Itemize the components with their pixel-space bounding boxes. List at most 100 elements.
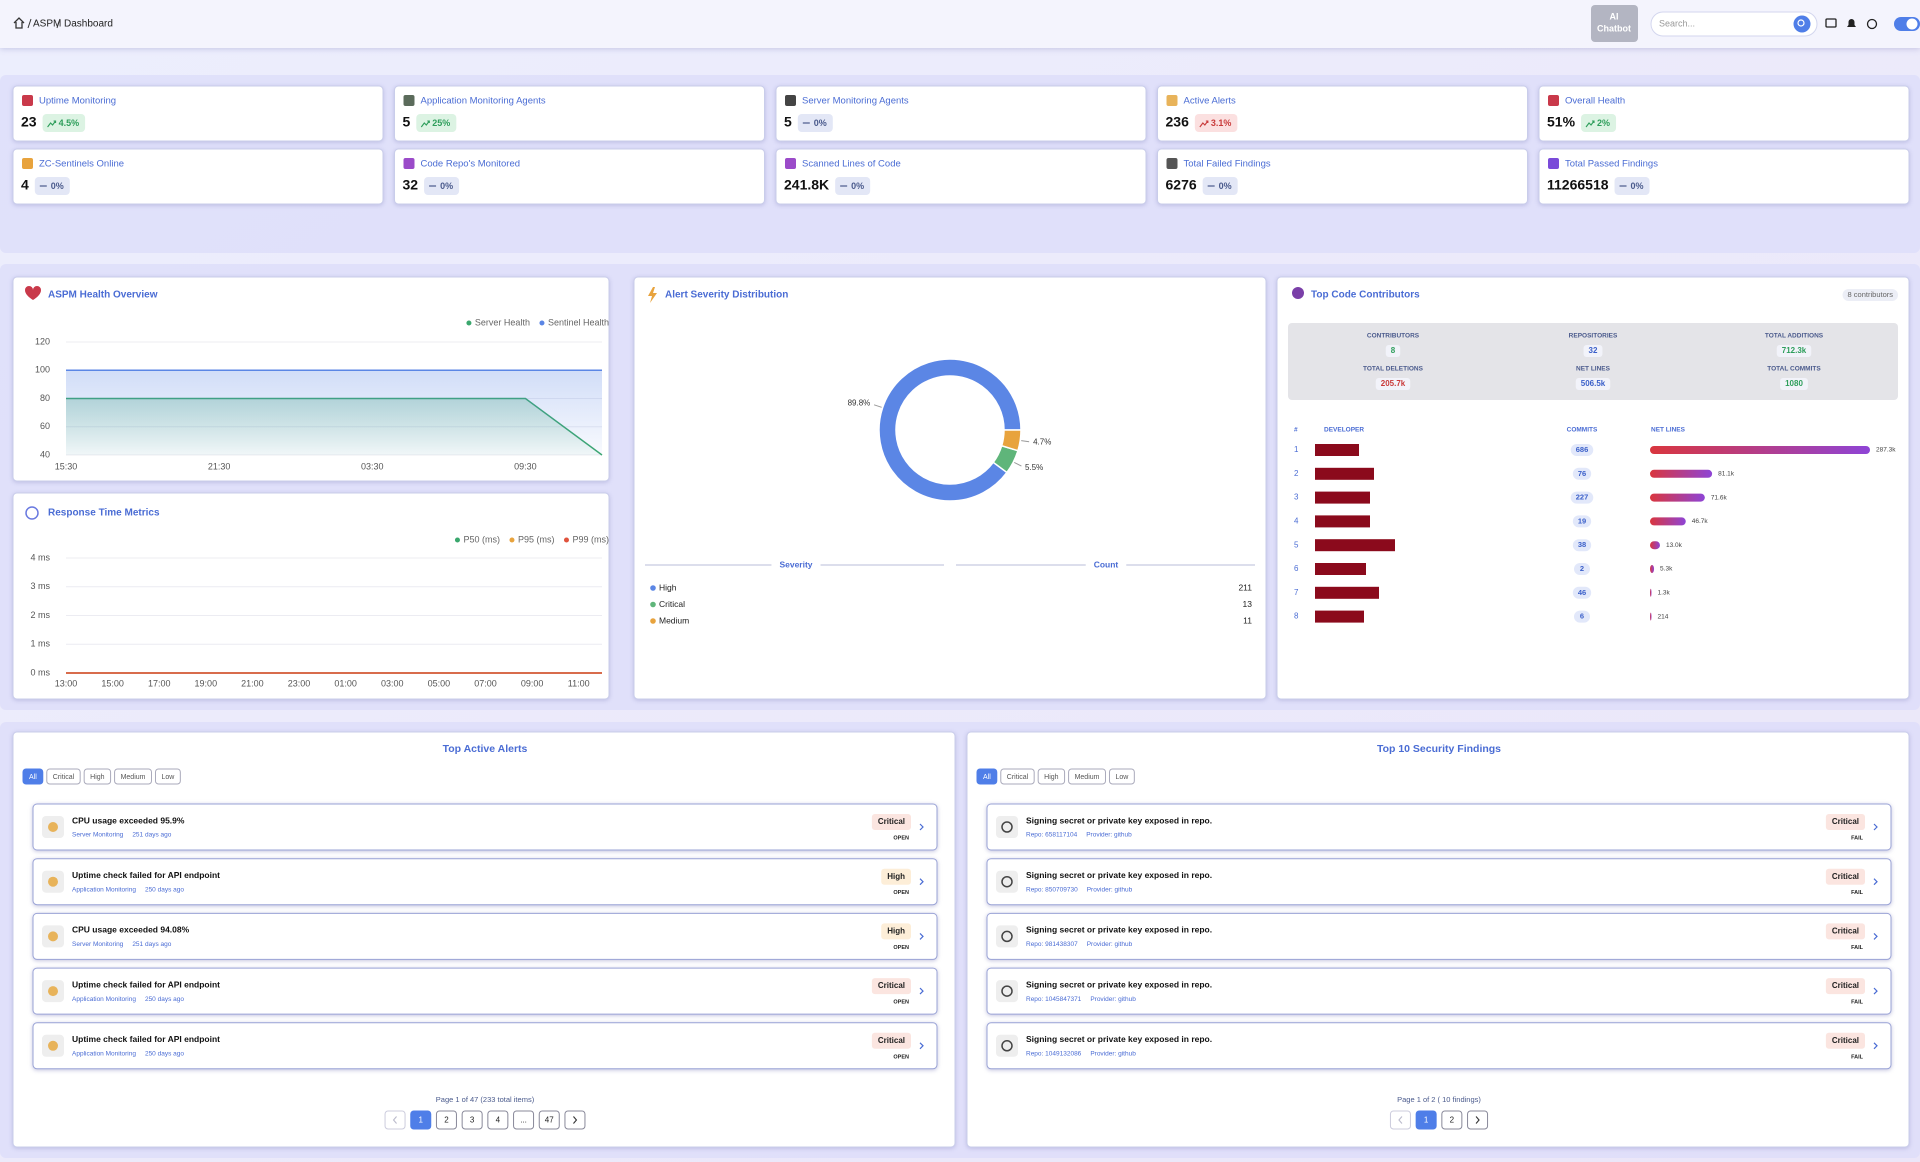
commits-pill <box>1570 491 1594 504</box>
summary-value: 32 <box>1589 346 1598 355</box>
table-header: NET LINES <box>1651 427 1686 434</box>
list-item[interactable] <box>986 803 1892 851</box>
stat-label: Server Monitoring Agents <box>802 96 909 107</box>
page-button[interactable] <box>487 1110 509 1130</box>
stat-icon <box>785 95 796 106</box>
messages-icon[interactable] <box>1825 18 1837 28</box>
page-button[interactable] <box>410 1110 432 1130</box>
item-status: OPEN <box>893 1000 909 1006</box>
item-icon-bg <box>996 816 1018 838</box>
commits: 19 <box>1578 516 1586 525</box>
item-meta: Provider: github <box>1087 941 1133 948</box>
list-item[interactable] <box>986 912 1892 960</box>
legend-label: P99 (ms) <box>572 534 609 544</box>
filter-label: High <box>1044 774 1059 781</box>
donut-slice <box>878 358 1022 502</box>
rank: 4 <box>1294 517 1299 526</box>
legend-label: Server Health <box>475 317 530 327</box>
search-box[interactable] <box>1650 11 1818 37</box>
chatbot-label: Chatbot <box>1597 23 1631 33</box>
list-item[interactable] <box>986 858 1892 906</box>
item-status: OPEN <box>893 890 909 896</box>
item-title: CPU usage exceeded 95.9% <box>72 815 185 825</box>
net-lines-label: 81.1k <box>1718 471 1735 478</box>
severity-badge: High <box>887 927 905 936</box>
filter-button[interactable] <box>1108 768 1135 785</box>
notifications-icon[interactable] <box>1847 19 1856 27</box>
next-icon <box>1475 1116 1480 1124</box>
stat-label: Scanned Lines of Code <box>802 159 901 170</box>
trend-up-icon <box>1585 120 1595 128</box>
commits-pill <box>1574 610 1590 623</box>
chatbot-button[interactable] <box>1591 5 1638 42</box>
summary-value: 8 <box>1391 346 1396 355</box>
item-title: Signing secret or private key exposed in… <box>1026 925 1212 935</box>
filter-button[interactable] <box>46 768 81 785</box>
rank: 1 <box>1294 445 1299 454</box>
home-icon[interactable] <box>13 17 25 29</box>
page-number: 1 <box>1424 1116 1429 1125</box>
page-button[interactable] <box>1467 1110 1489 1130</box>
page-button[interactable] <box>461 1110 483 1130</box>
severity-count: 11 <box>1243 615 1252 625</box>
list-item[interactable] <box>986 967 1892 1015</box>
commits: 76 <box>1578 469 1586 478</box>
timer-icon <box>25 506 39 520</box>
stat-change-badge <box>1194 114 1238 132</box>
legend-marker <box>539 320 545 326</box>
summary-box <box>1288 323 1898 400</box>
list-item[interactable] <box>32 967 938 1015</box>
pagination-text: Page 1 of 47 (233 total items) <box>436 1095 535 1104</box>
item-meta: Provider: github <box>1086 832 1132 839</box>
page-button[interactable] <box>435 1110 457 1130</box>
filter-button[interactable] <box>976 768 998 785</box>
page-button[interactable] <box>538 1110 560 1130</box>
item-meta: 250 days ago <box>145 996 184 1003</box>
list-item[interactable] <box>32 858 938 906</box>
page-button[interactable] <box>384 1110 406 1130</box>
list-item[interactable] <box>32 912 938 960</box>
page-number: 2 <box>444 1116 449 1125</box>
severity-count: 13 <box>1243 599 1253 609</box>
breadcrumb[interactable]: ASPM <box>33 19 61 30</box>
filter-button[interactable] <box>1068 768 1106 785</box>
developer-redacted <box>1315 444 1359 456</box>
table-header: COMMITS <box>1567 427 1598 434</box>
list-item[interactable] <box>986 1022 1892 1070</box>
filter-label: Low <box>1115 774 1129 781</box>
summary-value: 1080 <box>1785 379 1803 388</box>
y-tick-label: 1 ms <box>30 639 50 649</box>
chart-title: Alert Severity Distribution <box>665 290 788 301</box>
stat-icon <box>1166 95 1178 106</box>
filter-button[interactable] <box>22 768 44 785</box>
chevron <box>919 932 924 940</box>
list-item[interactable] <box>32 803 938 851</box>
filter-button[interactable] <box>114 768 152 785</box>
filter-button[interactable] <box>1000 768 1035 785</box>
filter-button[interactable] <box>154 768 181 785</box>
page-button[interactable] <box>1441 1110 1463 1130</box>
list-item[interactable] <box>32 1022 938 1070</box>
legend-marker <box>509 537 515 543</box>
search-button[interactable] <box>1793 15 1811 33</box>
filter-label: Medium <box>1075 774 1100 781</box>
filter-button[interactable] <box>83 768 112 785</box>
help-icon[interactable] <box>1866 18 1878 30</box>
filter-label: All <box>29 774 37 781</box>
stat-change: 0% <box>1219 181 1232 191</box>
stat-value: 11266518 <box>1547 177 1609 193</box>
severity-badge: High <box>887 872 905 881</box>
page-button[interactable] <box>1415 1110 1437 1130</box>
y-tick-label: 80 <box>40 393 50 403</box>
y-tick-label: 4 ms <box>30 552 50 562</box>
item-status: OPEN <box>893 945 909 951</box>
page-button[interactable] <box>564 1110 586 1130</box>
net-lines-label: 214 <box>1658 613 1669 620</box>
x-tick-label: 21:00 <box>241 678 264 688</box>
page-button[interactable] <box>513 1110 535 1130</box>
page-button[interactable] <box>1389 1110 1411 1130</box>
filter-button[interactable] <box>1037 768 1066 785</box>
stat-value: 236 <box>1166 114 1190 130</box>
stat-label: ZC-Sentinels Online <box>39 159 124 170</box>
